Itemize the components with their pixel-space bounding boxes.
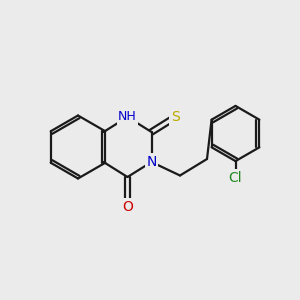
Text: S: S [171, 110, 180, 124]
Text: Cl: Cl [229, 171, 242, 184]
Text: N: N [146, 155, 157, 169]
Text: O: O [122, 200, 133, 214]
Text: NH: NH [118, 110, 137, 124]
